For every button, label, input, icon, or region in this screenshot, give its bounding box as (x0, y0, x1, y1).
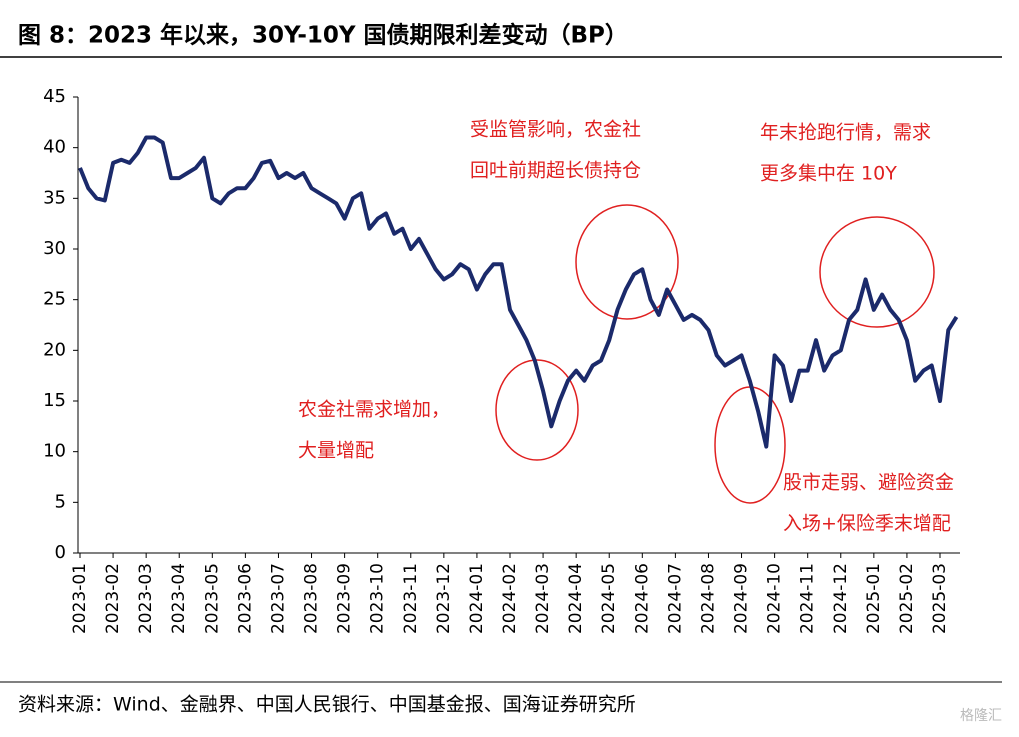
x-tick-label: 2023-06 (235, 563, 255, 634)
annotation: 受监管影响，农金社 (470, 119, 641, 141)
x-tick-label: 2023-04 (169, 563, 189, 634)
annotation: 更多集中在 10Y (760, 163, 897, 185)
y-tick-label: 15 (43, 390, 66, 411)
annotation: 大量增配 (298, 440, 374, 462)
highlight-circle (575, 204, 679, 320)
x-tick-label: 2023-11 (401, 563, 421, 634)
x-tick-label: 2024-09 (732, 563, 752, 634)
x-tick-label: 2024-08 (698, 563, 718, 634)
x-tick-label: 2024-01 (467, 563, 487, 634)
annotation: 股市走弱、避险资金 (783, 472, 954, 494)
annotation: 年末抢跑行情，需求 (760, 122, 931, 144)
x-tick-label: 2023-03 (136, 563, 156, 634)
x-tick-label: 2024-11 (798, 563, 818, 634)
annotation: 农金社需求增加， (298, 399, 450, 421)
highlight-circle (714, 386, 786, 504)
x-tick-label: 2024-10 (765, 563, 785, 634)
y-tick-label: 20 (43, 339, 66, 360)
highlight-circle (819, 216, 935, 328)
y-tick-label: 45 (43, 86, 66, 107)
x-tick-label: 2024-05 (599, 563, 619, 634)
y-tick-label: 35 (43, 187, 66, 208)
chart-title: 图 8：2023 年以来，30Y-10Y 国债期限利差变动（BP） (18, 22, 628, 49)
watermark: 格隆汇 (960, 708, 1002, 724)
y-tick-label: 5 (55, 491, 66, 512)
y-tick-label: 0 (55, 542, 66, 563)
y-tick-label: 10 (43, 441, 66, 462)
x-tick-label: 2023-02 (103, 563, 123, 634)
x-tick-label: 2023-10 (368, 563, 388, 634)
x-tick-label: 2024-12 (831, 563, 851, 634)
x-tick-label: 2023-07 (268, 563, 288, 634)
y-tick-label: 40 (43, 137, 66, 158)
highlight-circle (495, 359, 579, 461)
x-tick-label: 2023-12 (434, 563, 454, 634)
annotation: 回吐前期超长债持仓 (470, 160, 641, 182)
x-tick-label: 2024-02 (500, 563, 520, 634)
source: 资料来源：Wind、金融界、中国人民银行、中国基金报、国海证券研究所 (18, 694, 636, 716)
x-tick-label: 2025-01 (864, 563, 884, 634)
x-tick-label: 2024-06 (632, 563, 652, 634)
y-tick-label: 30 (43, 238, 66, 259)
y-tick-label: 25 (43, 289, 66, 310)
annotation: 入场+保险季末增配 (783, 513, 951, 535)
x-tick-label: 2023-05 (202, 563, 222, 634)
x-tick-label: 2024-07 (665, 563, 685, 634)
x-tick-label: 2025-03 (930, 563, 950, 634)
x-tick-label: 2023-09 (335, 563, 355, 634)
x-tick-label: 2024-04 (566, 563, 586, 634)
x-tick-label: 2023-01 (70, 563, 90, 634)
x-tick-label: 2025-02 (897, 563, 917, 634)
x-tick-label: 2024-03 (533, 563, 553, 634)
x-tick-label: 2023-08 (302, 563, 322, 634)
data-line (78, 135, 959, 449)
